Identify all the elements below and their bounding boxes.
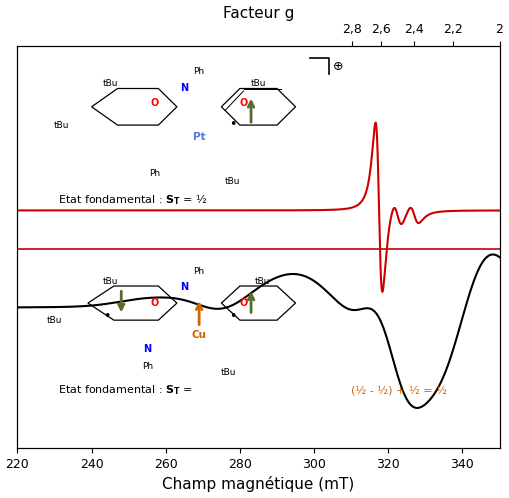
Text: •: •	[103, 310, 110, 323]
Text: ⊕: ⊕	[333, 60, 343, 73]
Text: tBu: tBu	[225, 177, 240, 186]
Text: Ph: Ph	[193, 267, 205, 276]
Text: tBu: tBu	[221, 368, 237, 377]
Text: tBu: tBu	[54, 121, 70, 129]
Text: Pt: Pt	[193, 131, 206, 142]
Text: tBu: tBu	[102, 276, 118, 285]
Text: N: N	[180, 282, 188, 292]
Text: tBu: tBu	[254, 276, 270, 285]
Text: Etat fondamental : $\mathbf{S_T}$ = ½: Etat fondamental : $\mathbf{S_T}$ = ½	[58, 192, 208, 207]
Text: O: O	[240, 98, 248, 108]
Text: Etat fondamental : $\mathbf{S_T}$ =: Etat fondamental : $\mathbf{S_T}$ =	[58, 383, 194, 397]
Text: Cu: Cu	[191, 331, 207, 341]
Text: (½ - ½) + ½ = ½: (½ - ½) + ½ = ½	[351, 385, 447, 395]
Text: Ph: Ph	[149, 169, 160, 178]
Text: O: O	[151, 297, 159, 308]
Text: Ph: Ph	[142, 362, 153, 371]
Text: N: N	[180, 83, 188, 93]
Text: N: N	[143, 344, 151, 354]
X-axis label: Facteur g: Facteur g	[223, 5, 294, 20]
Text: tBu: tBu	[47, 316, 62, 325]
Text: •: •	[229, 310, 236, 323]
X-axis label: Champ magnétique (mT): Champ magnétique (mT)	[162, 477, 355, 493]
Text: •: •	[229, 118, 236, 130]
Text: tBu: tBu	[102, 79, 118, 88]
Text: tBu: tBu	[251, 79, 266, 88]
Text: O: O	[151, 98, 159, 108]
Text: O: O	[240, 297, 248, 308]
Text: Ph: Ph	[193, 67, 205, 76]
